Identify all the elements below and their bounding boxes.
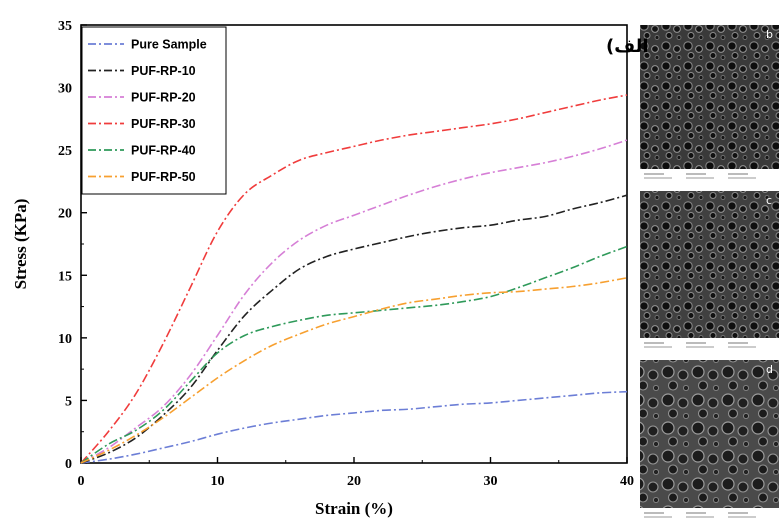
y-axis-title: Stress (KPa) xyxy=(11,199,30,290)
sem-image-3: d xyxy=(640,360,779,522)
legend-label: PUF-RP-30 xyxy=(131,117,196,131)
sem-panels: b c d xyxy=(640,25,779,522)
sem-image-2: c xyxy=(640,191,779,352)
sem-panel-letter: d xyxy=(766,363,773,376)
legend-label: PUF-RP-10 xyxy=(131,64,196,78)
y-tick-label: 20 xyxy=(58,207,72,222)
y-tick-label: 35 xyxy=(58,19,72,34)
y-tick-label: 0 xyxy=(65,457,72,472)
sem-pores xyxy=(640,25,779,169)
x-tick-label: 0 xyxy=(78,474,85,489)
sem-info-bar xyxy=(640,508,779,522)
series-line-6 xyxy=(80,277,628,464)
legend-label: Pure Sample xyxy=(131,38,207,52)
sem-panel-letter: b xyxy=(766,28,773,41)
y-tick-label: 15 xyxy=(58,269,72,284)
legend-label: PUF-RP-40 xyxy=(131,144,196,158)
sem-info-bar xyxy=(640,338,779,352)
sem-pores xyxy=(640,360,779,508)
sem-pores xyxy=(640,191,779,338)
series-line-4 xyxy=(80,94,628,464)
panel-annotation: الف) xyxy=(606,36,649,57)
y-tick-label: 10 xyxy=(58,332,72,347)
series-line-5 xyxy=(80,245,628,464)
sem-info-bar xyxy=(640,169,779,183)
data-series xyxy=(80,94,628,464)
series-line-1 xyxy=(80,390,628,464)
x-axis-ticks: 0 10 20 30 40 xyxy=(78,457,634,489)
series-line-2 xyxy=(80,194,628,464)
x-tick-label: 40 xyxy=(620,474,634,489)
x-tick-label: 10 xyxy=(211,474,225,489)
legend-label: PUF-RP-20 xyxy=(131,91,196,105)
x-axis-title: Strain (%) xyxy=(315,499,393,518)
x-tick-label: 30 xyxy=(484,474,498,489)
legend-label: PUF-RP-50 xyxy=(131,170,196,184)
y-tick-label: 30 xyxy=(58,82,72,97)
sem-panel-letter: c xyxy=(766,194,772,207)
x-tick-label: 20 xyxy=(347,474,361,489)
legend-box xyxy=(81,26,227,195)
series-line-3 xyxy=(80,139,628,464)
sem-image-1: b xyxy=(640,25,779,183)
y-tick-label: 5 xyxy=(65,394,72,409)
legend: Pure Sample PUF-RP-10 PUF-RP-20 PUF-RP-30 PU… xyxy=(81,26,227,195)
y-tick-label: 25 xyxy=(58,144,72,159)
